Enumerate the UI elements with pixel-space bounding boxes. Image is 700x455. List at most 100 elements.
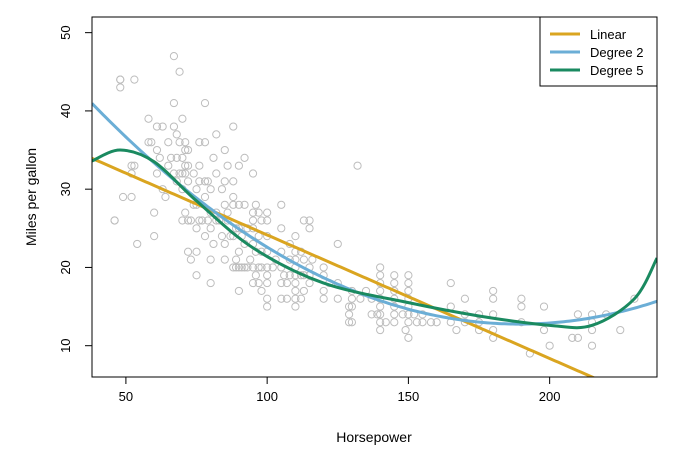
data-point [248, 208, 258, 217]
y-tick-label: 30 [58, 182, 73, 196]
data-point [390, 310, 399, 319]
data-point [195, 177, 204, 186]
data-point [240, 263, 249, 272]
data-point [229, 177, 238, 186]
legend-label-linear: Linear [590, 27, 627, 42]
data-point [404, 278, 413, 288]
data-point [220, 200, 229, 209]
data-point [539, 302, 549, 311]
data-point [257, 286, 266, 296]
data-point [263, 271, 272, 280]
data-point [398, 310, 407, 319]
data-point [186, 255, 195, 264]
data-point [229, 200, 238, 209]
data-point [175, 138, 184, 147]
data-point [282, 294, 292, 303]
data-point [248, 278, 258, 288]
data-point [181, 145, 190, 155]
y-tick-label: 20 [58, 260, 73, 274]
data-point [291, 286, 300, 296]
data-point [282, 278, 292, 288]
data-point [333, 239, 342, 249]
data-point [116, 83, 125, 92]
data-point [152, 122, 162, 131]
data-point [209, 239, 218, 249]
data-point [212, 169, 221, 178]
data-point [630, 294, 639, 303]
fit-line-degree-5 [92, 148, 657, 330]
legend-label-degree5: Degree 5 [590, 63, 643, 78]
data-point [319, 294, 328, 303]
data-point [381, 318, 390, 327]
data-point [319, 286, 328, 296]
fit-lines [92, 102, 657, 377]
data-point [183, 247, 193, 256]
data-point [426, 318, 436, 327]
data-point [217, 232, 227, 241]
data-point [545, 341, 554, 350]
data-point [169, 52, 179, 61]
data-point [234, 200, 243, 209]
data-point [167, 153, 176, 162]
data-point [195, 216, 204, 225]
data-point [192, 271, 201, 280]
data-point [229, 263, 238, 272]
data-point [263, 208, 272, 217]
data-point [181, 138, 190, 147]
data-point [376, 271, 385, 280]
data-point [195, 161, 204, 170]
data-point [178, 153, 187, 162]
data-point [240, 153, 249, 162]
data-point [234, 161, 243, 170]
data-point [206, 278, 215, 288]
x-axis: 50 100 150 200 [119, 377, 561, 404]
data-point [285, 271, 294, 280]
data-point [229, 192, 238, 202]
data-point [489, 286, 498, 296]
fit-line-degree-2 [92, 102, 657, 326]
y-tick-label: 50 [58, 25, 73, 39]
data-point [223, 161, 232, 170]
data-point [175, 67, 184, 76]
data-point [390, 271, 399, 280]
plot-frame [91, 16, 658, 378]
data-point [198, 216, 207, 225]
y-axis: 10 20 30 40 50 [58, 25, 92, 353]
data-point [248, 263, 258, 272]
data-point [404, 318, 413, 327]
data-point [220, 177, 229, 186]
x-tick-label: 200 [539, 389, 561, 404]
data-point [206, 185, 215, 194]
data-point [489, 294, 498, 303]
data-point [152, 169, 162, 178]
data-point [127, 161, 136, 170]
data-point [231, 255, 241, 264]
data-point [344, 318, 354, 327]
data-point [573, 310, 583, 319]
data-point [147, 138, 156, 147]
data-point [181, 161, 190, 170]
data-point [164, 138, 173, 147]
data-point [206, 255, 215, 264]
data-point [178, 169, 187, 178]
data-point [291, 302, 300, 311]
data-point [305, 224, 314, 233]
x-axis-title: Horsepower [336, 429, 412, 445]
data-point [178, 216, 187, 225]
data-point [181, 208, 190, 217]
data-point [248, 216, 258, 225]
data-point [220, 145, 229, 155]
data-point [356, 294, 365, 303]
data-point [263, 263, 272, 272]
y-tick-label: 10 [58, 338, 73, 352]
data-point [144, 138, 153, 147]
data-point [277, 294, 286, 303]
data-point [390, 278, 399, 288]
data-point [333, 294, 342, 303]
data-point [376, 286, 385, 296]
data-point [220, 255, 229, 264]
data-point [263, 302, 272, 311]
data-point [367, 310, 376, 319]
data-point [353, 161, 362, 170]
